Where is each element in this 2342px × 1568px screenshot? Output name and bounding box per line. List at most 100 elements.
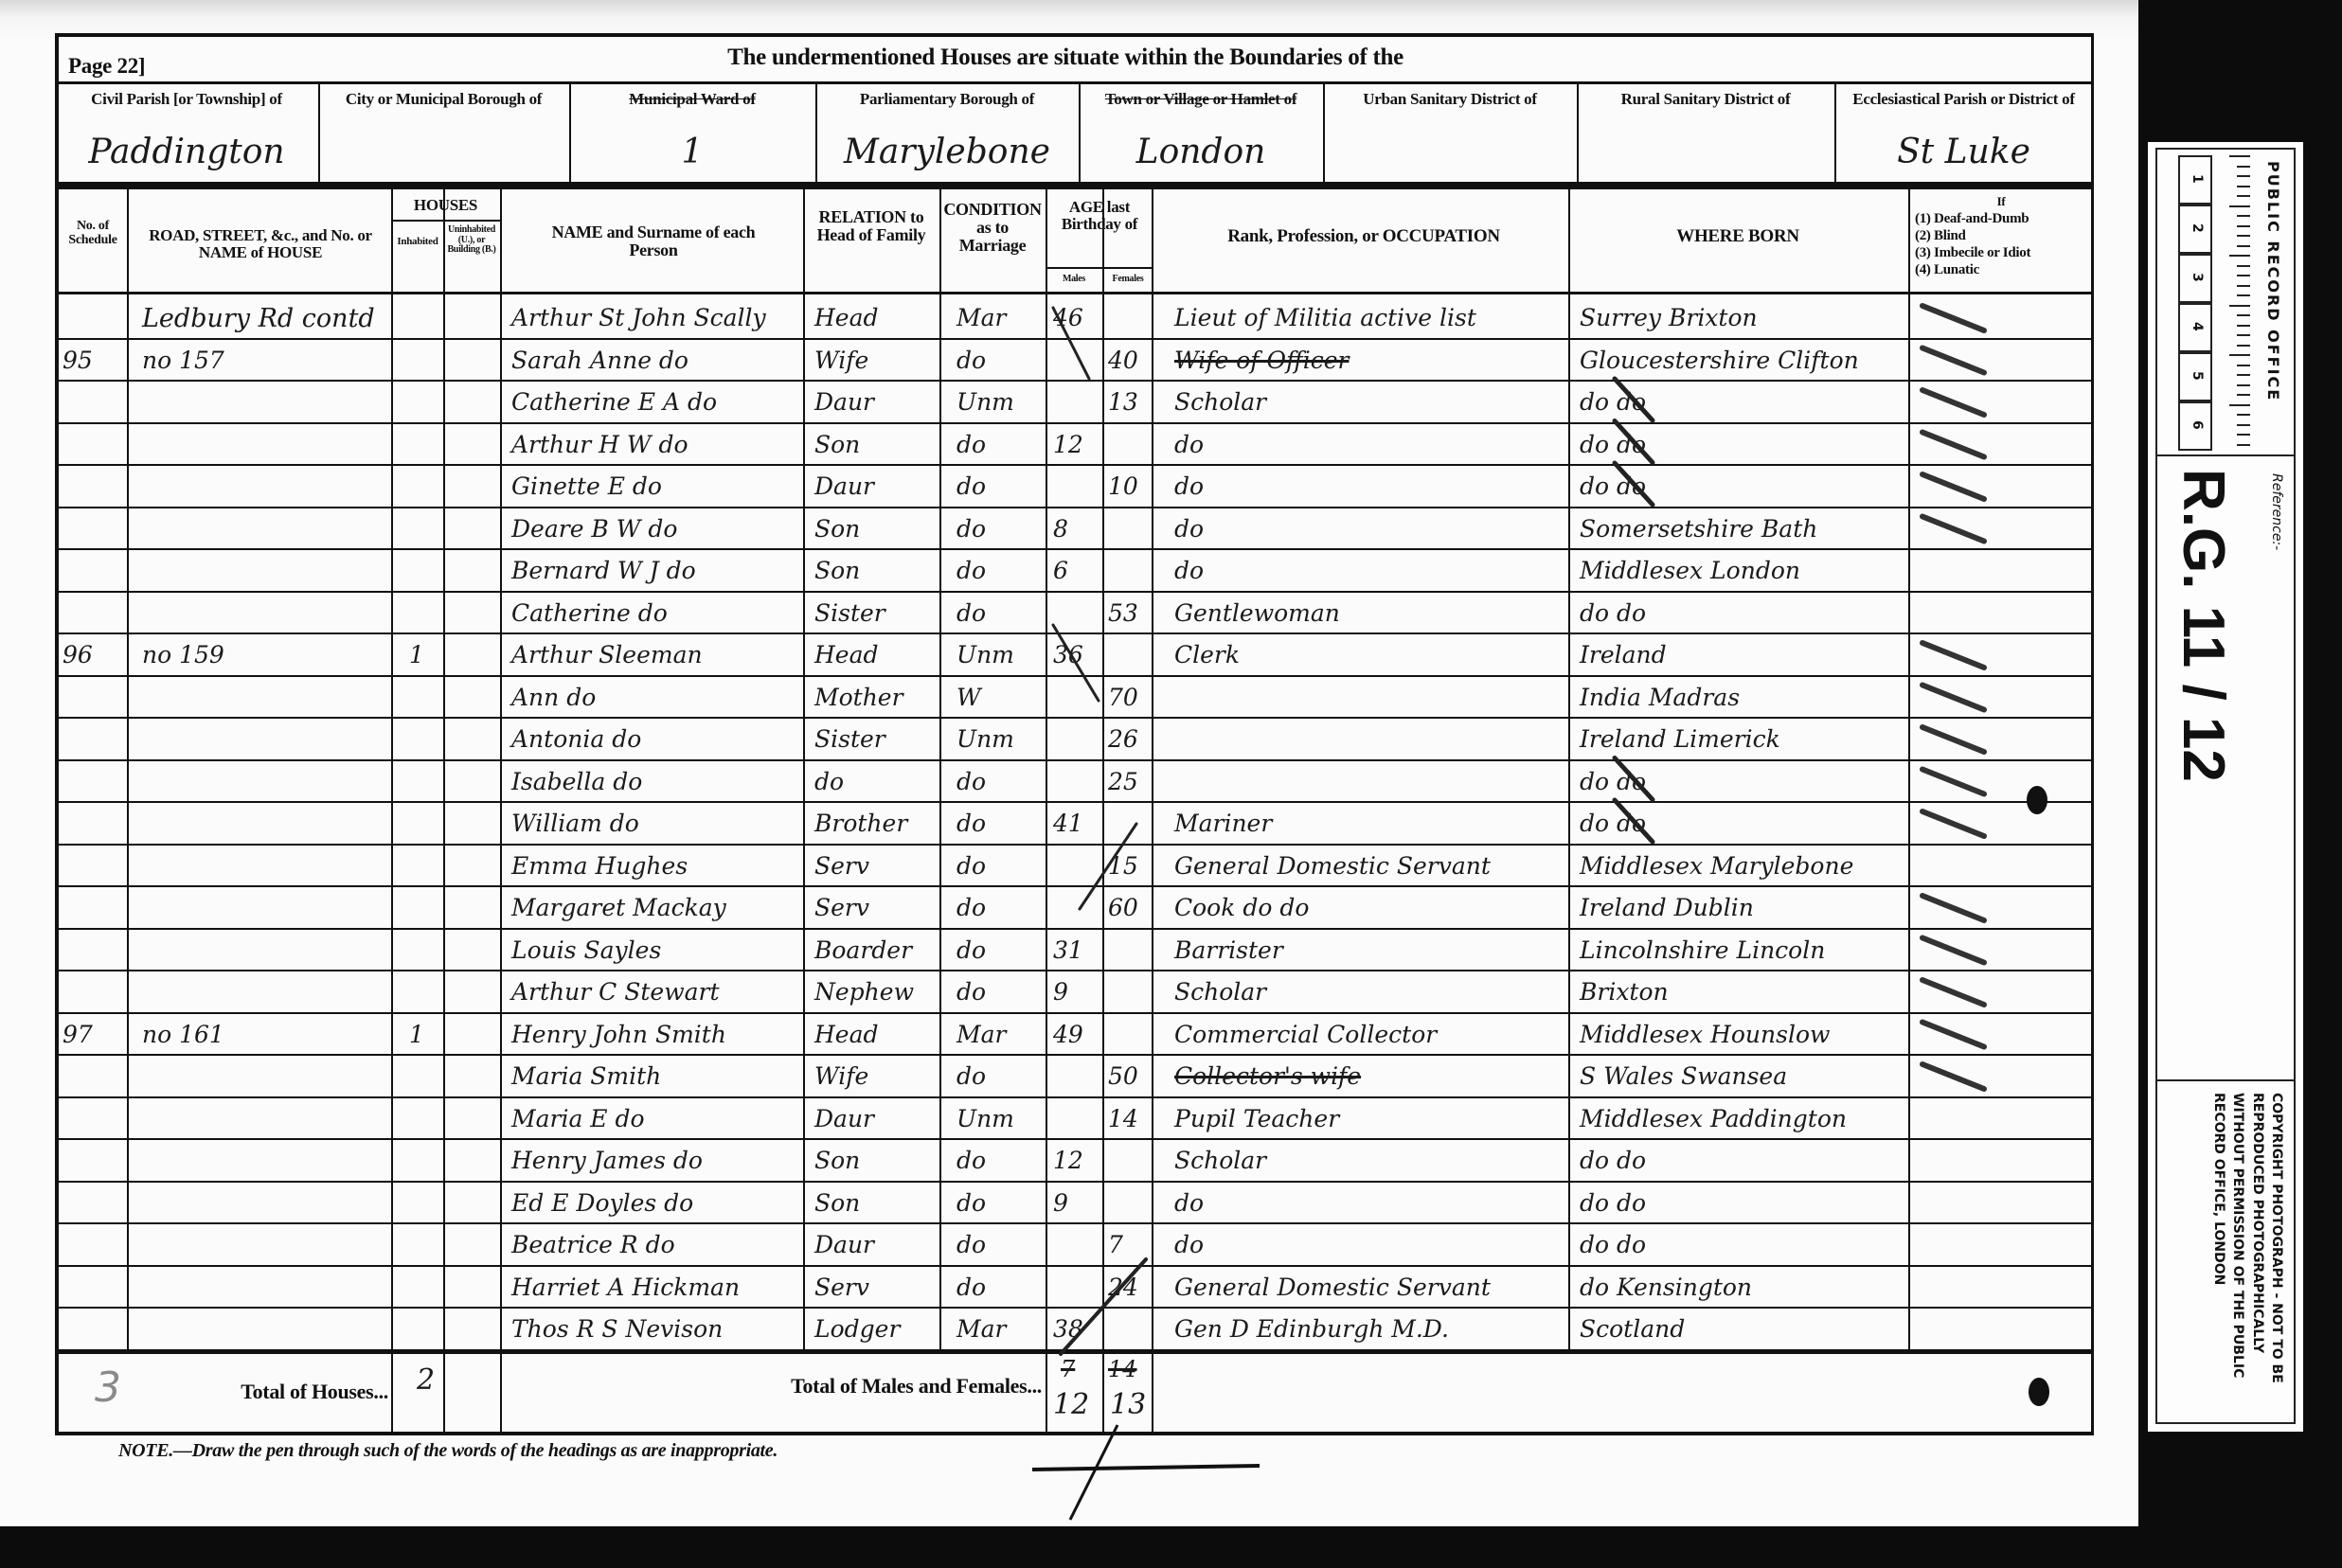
person-name: Arthur Sleeman (511, 641, 703, 668)
column-divider (1102, 189, 1104, 1350)
punch-hole-mark (2027, 786, 2047, 814)
total-houses-label: Total of Houses... (241, 1380, 388, 1403)
row-rule (55, 674, 2093, 677)
ruler-tick (2237, 185, 2250, 187)
male-age: 36 (1053, 641, 1083, 668)
col-infirmity-title: If (1996, 194, 2006, 208)
total-persons-label: Total of Males and Females... (791, 1374, 1042, 1398)
page-title: The undermentioned Houses are situate wi… (727, 45, 1403, 70)
occupation: General Domestic Servant (1174, 1273, 1491, 1301)
scale-ruler: 1 2 3 4 5 6 (2159, 155, 2250, 451)
table-row: Harriet A HickmanServdo24General Domesti… (55, 1268, 2093, 1310)
tick-mark (1612, 419, 1655, 465)
tick-mark (1920, 472, 1987, 502)
table-row: Thos R S Nevison Lodger Mar 38 Gen D Edinbur… (55, 1310, 2093, 1351)
female-age: 40 (1108, 346, 1138, 374)
ruler-tick (2229, 354, 2250, 356)
page-number: Page 22] (68, 54, 146, 78)
birthplace: Surrey Brixton (1580, 304, 1758, 331)
houses-divider (391, 220, 500, 222)
table-row: 95 no 157 Sarah Anne do Wife do 40 Wife of Off… (55, 341, 2093, 383)
condition: do (956, 935, 987, 964)
table-row: Ed E Doyles do Son do 9 do do do (55, 1184, 2093, 1225)
relation: Brother (814, 810, 908, 837)
row-rule (55, 421, 2093, 424)
footnote: NOTE.—Draw the pen through such of the w… (118, 1440, 778, 1461)
female-age: 13 (1108, 388, 1138, 416)
table-row: Catherine do Sister do 53 Gentlewoman do do (55, 594, 2093, 635)
person-name: Arthur H W do (511, 430, 688, 458)
copyright-notice: COPYRIGHT PHOTOGRAPH - NOT TO BE REPRODU… (2211, 1093, 2284, 1383)
condition: do (956, 1147, 987, 1174)
row-rule (55, 464, 2093, 466)
pen-stroke-mark (1031, 1424, 1260, 1521)
tick-mark (1920, 766, 1987, 797)
ruler-tick (2237, 175, 2250, 177)
female-age: 50 (1108, 1062, 1138, 1090)
office-name: PUBLIC RECORD OFFICE (2264, 161, 2282, 402)
condition: do (956, 1188, 987, 1217)
ruler-tick (2237, 195, 2250, 197)
column-divider (391, 189, 393, 1350)
occupation: Wife of Officer (1174, 346, 1350, 374)
person-name: Ginette E do (511, 472, 662, 500)
totals-divider (500, 1354, 502, 1434)
ruler-tick (2237, 215, 2250, 217)
total-males-struck: 7 (1061, 1356, 1076, 1382)
row-rule (55, 1348, 2093, 1351)
person-name: Arthur C Stewart (511, 978, 720, 1006)
column-divider (803, 189, 805, 1350)
infirmity-4: (4) Lunatic (1915, 262, 1979, 277)
ruler-number: 4 (2190, 322, 2205, 331)
row-rule (55, 1054, 2093, 1056)
tick-mark (1051, 623, 1100, 703)
enumerator-tick-marks (1051, 303, 1987, 1356)
frame-left (55, 33, 59, 1434)
female-age: 70 (1108, 683, 1138, 711)
condition: Unm (956, 388, 1014, 416)
relation: Daur (814, 1104, 875, 1132)
row-rule (55, 758, 2093, 761)
infirmity-2: (2) Blind (1915, 228, 1966, 243)
male-age: 6 (1053, 557, 1068, 584)
table-row: 97 no 161 1 Henry John Smith Head Mar 49 Commer… (55, 1015, 2093, 1057)
table-row: Margaret Mackay Serv do 60 Cook do do Ireland… (55, 888, 2093, 930)
frame-right (2091, 33, 2094, 1434)
col-schedule: No. of Schedule (68, 219, 117, 247)
frame-bottom (55, 1432, 2094, 1435)
occupation: Scholar (1174, 388, 1267, 416)
total-females-struck: 14 (1108, 1356, 1137, 1382)
municipal-borough-label: City or Municipal Borough of (345, 90, 543, 108)
person-name: Harriet A Hickman (511, 1273, 741, 1301)
row-rule (55, 1096, 2093, 1098)
birthplace: Somersetshire Bath (1580, 514, 1818, 543)
condition: W (956, 683, 981, 711)
census-page: Page 22] The undermentioned Houses are s… (0, 0, 2138, 1526)
civil-parish-value: Paddington (88, 133, 285, 171)
relation: Daur (814, 388, 875, 416)
ruler-tick (2237, 414, 2250, 416)
ruler-tick (2237, 314, 2250, 316)
birthplace: do do (1580, 1147, 1647, 1174)
birthplace: Middlesex Marylebone (1580, 851, 1854, 880)
ruler-number: 3 (2190, 273, 2205, 282)
row-rule (55, 633, 2093, 634)
condition: do (956, 894, 987, 921)
row-rule (55, 506, 2093, 508)
column-divider (1152, 189, 1153, 1350)
ruler-tick (2237, 224, 2250, 227)
inhabited-count: 1 (409, 1020, 424, 1048)
male-age: 49 (1053, 1020, 1083, 1048)
person-name: Bernard W J do (511, 557, 696, 584)
relation: Head (814, 304, 879, 331)
ruler-tick (2229, 205, 2250, 207)
relation: Sister (814, 598, 885, 627)
ruler-tick (2237, 344, 2250, 347)
municipal-ward-label: Municipal Ward of (629, 90, 756, 108)
address: no 157 (142, 346, 224, 374)
ruler-tick (2229, 403, 2250, 406)
birthplace: Gloucestershire Clifton (1580, 346, 1859, 374)
table-row: Maria Smith Wife do 50 Collector's wife S Wal… (55, 1057, 2093, 1098)
male-age: 31 (1053, 935, 1083, 964)
